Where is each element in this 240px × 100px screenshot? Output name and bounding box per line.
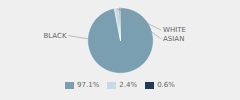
svg-text:BLACK: BLACK [43, 32, 66, 40]
svg-text:WHITE: WHITE [163, 26, 186, 34]
html-text:2.4%: 2.4% [119, 81, 138, 89]
html-text:0.6%: 0.6% [157, 81, 175, 89]
svg-text:ASIAN: ASIAN [163, 35, 184, 43]
html-text:97.1%: 97.1% [77, 81, 100, 89]
